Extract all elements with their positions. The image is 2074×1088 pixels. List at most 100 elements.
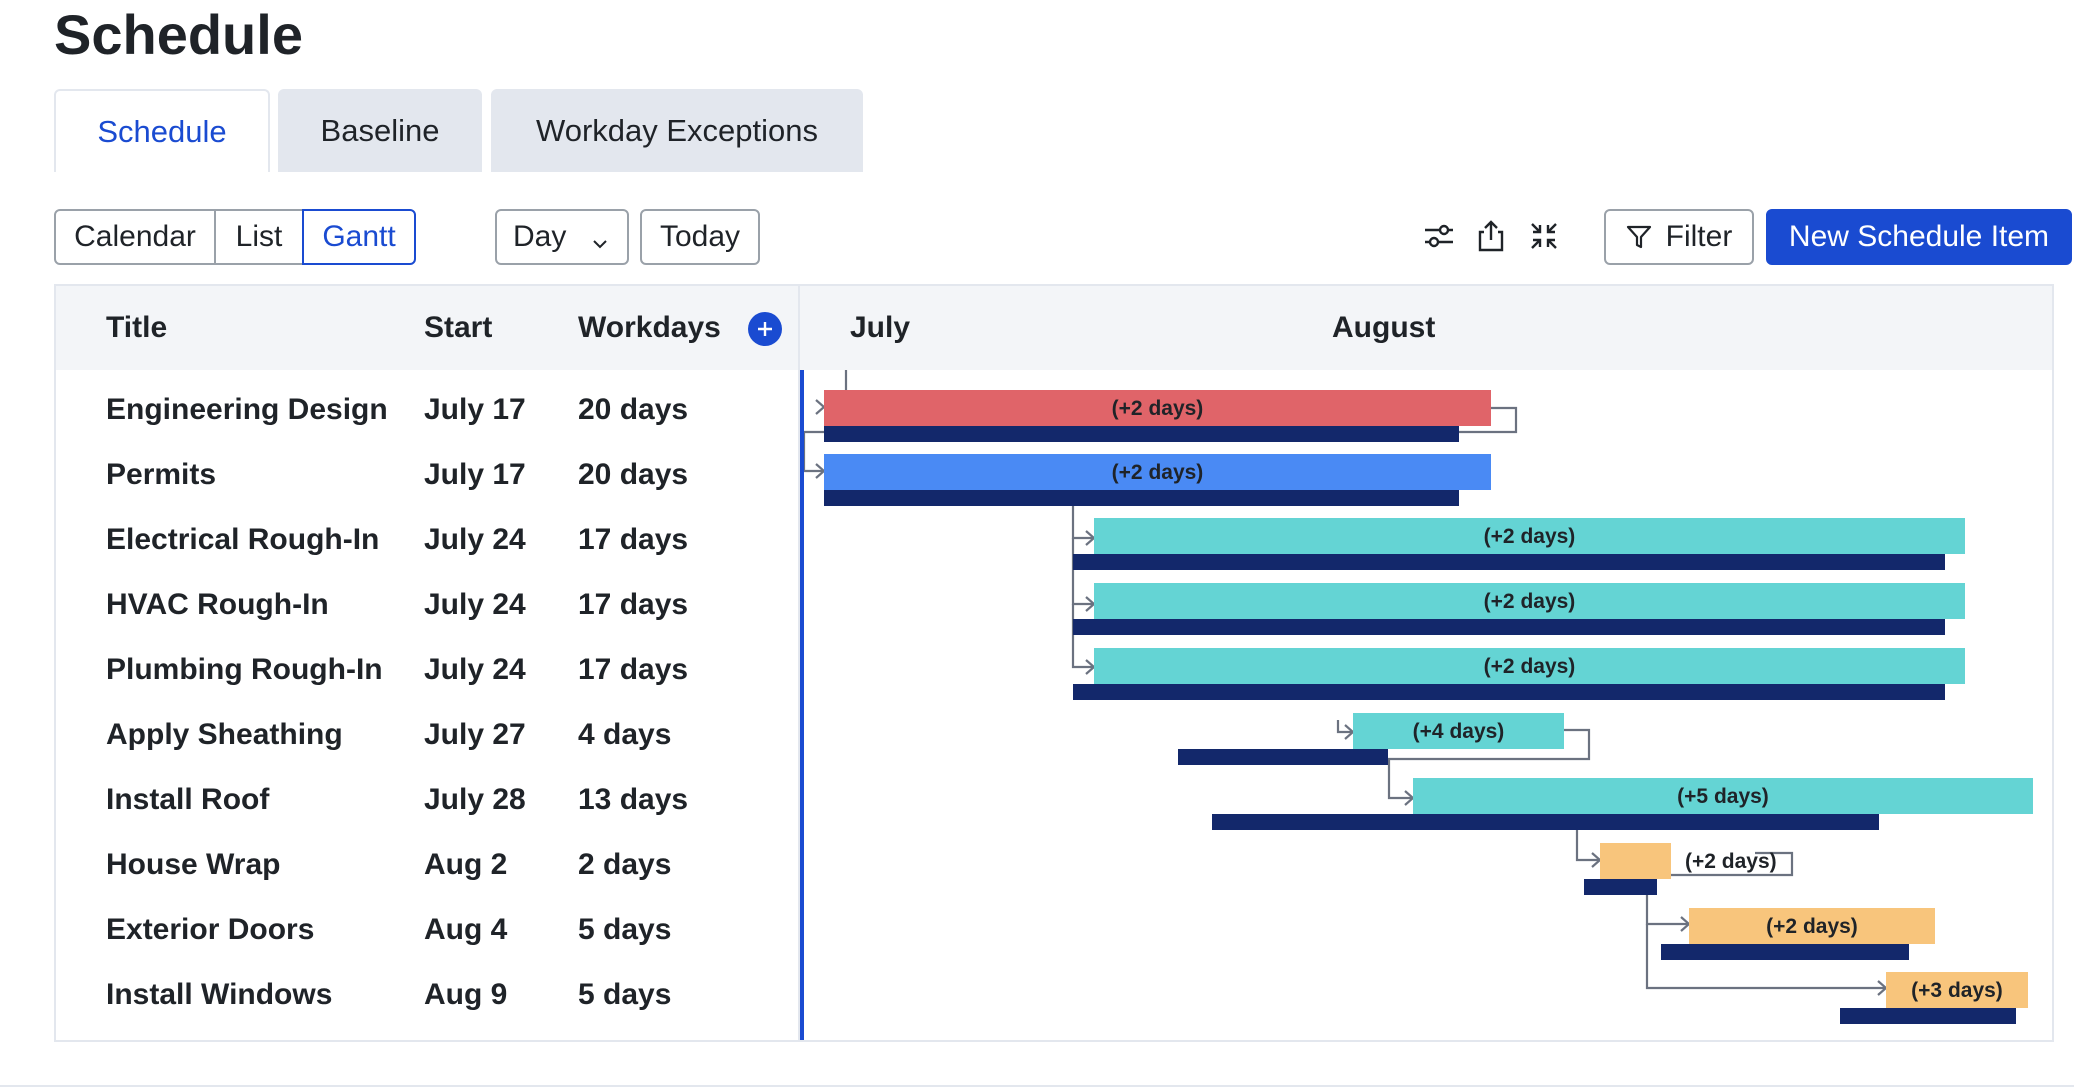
table-row[interactable]: Install Roof July 28 13 days <box>56 767 798 832</box>
table-row[interactable]: Exterior Doors Aug 4 5 days <box>56 897 798 962</box>
bar-delay-label: (+2 days) <box>1484 655 1576 678</box>
row-workdays: 20 days <box>578 457 689 491</box>
row-start: July 24 <box>424 522 526 556</box>
row-title: Plumbing Rough-In <box>106 652 383 686</box>
row-workdays: 13 days <box>578 782 689 816</box>
add-column-button[interactable] <box>748 312 782 346</box>
table-row[interactable]: Plumbing Rough-In July 24 17 days <box>56 637 798 702</box>
column-header-workdays[interactable]: Workdays <box>578 311 721 344</box>
row-workdays: 17 days <box>578 587 689 621</box>
row-workdays: 17 days <box>578 522 689 556</box>
view-gantt-button[interactable]: Gantt <box>302 209 416 265</box>
filter-icon <box>1626 224 1652 250</box>
schedule-bar <box>1413 778 2033 814</box>
zoom-select[interactable]: Day <box>495 209 629 265</box>
baseline-bar <box>1073 619 1945 635</box>
column-header-title[interactable]: Title <box>106 311 168 344</box>
divider <box>0 1085 2074 1087</box>
schedule-grid: Title Start Workdays July August Enginee… <box>54 284 2054 1042</box>
row-workdays: 4 days <box>578 717 672 751</box>
row-start: Aug 9 <box>424 977 508 1011</box>
column-header-start[interactable]: Start <box>424 311 493 344</box>
schedule-bar <box>1094 648 1965 684</box>
baseline-bar <box>824 490 1459 506</box>
row-start: July 17 <box>424 392 526 426</box>
bar-delay-label: (+2 days) <box>1484 590 1576 613</box>
pane-divider[interactable] <box>798 286 800 1040</box>
bar-delay-label: (+2 days) <box>1112 461 1204 484</box>
schedule-bar <box>1094 518 1965 554</box>
collapse-icon[interactable] <box>1522 214 1566 258</box>
new-schedule-item-button[interactable]: New Schedule Item <box>1766 209 2072 265</box>
bar-delay-label: (+3 days) <box>1911 979 2003 1002</box>
filter-button[interactable]: Filter <box>1604 209 1754 265</box>
baseline-bar <box>1840 1008 2016 1024</box>
table-header: Title Start Workdays <box>56 286 798 370</box>
row-workdays: 20 days <box>578 392 689 426</box>
gantt-chart: (+2 days) (+2 days) (+2 days) (+2 days) (+2 … <box>800 370 2033 1040</box>
view-calendar-button[interactable]: Calendar <box>54 209 216 265</box>
row-start: Aug 4 <box>424 912 508 946</box>
row-start: July 24 <box>424 652 526 686</box>
zoom-select-value: Day <box>513 220 567 253</box>
row-title: HVAC Rough-In <box>106 587 329 621</box>
row-workdays: 17 days <box>578 652 689 686</box>
baseline-bar <box>1178 749 1388 765</box>
row-title: Install Roof <box>106 782 270 816</box>
table-row[interactable]: House Wrap Aug 2 2 days <box>56 832 798 897</box>
dependency-link <box>1336 720 1353 734</box>
row-workdays: 5 days <box>578 912 672 946</box>
dependency-link <box>1645 851 1794 926</box>
tab-schedule[interactable]: Schedule <box>54 89 270 172</box>
dependency-link <box>1387 728 1591 800</box>
bar-delay-label: (+2 days) <box>1112 397 1204 420</box>
bar-delay-label: (+2 days) <box>1484 525 1576 548</box>
sliders-icon[interactable] <box>1417 214 1461 258</box>
schedule-bar <box>1689 908 1935 944</box>
schedule-bar <box>1600 843 1671 879</box>
row-title: Engineering Design <box>106 392 388 426</box>
baseline-bar <box>1212 814 1879 830</box>
table-row[interactable]: Install Windows Aug 9 5 days <box>56 962 798 1027</box>
plus-icon <box>758 322 772 336</box>
tab-baseline[interactable]: Baseline <box>278 89 482 172</box>
bar-delay-label: (+4 days) <box>1413 720 1505 743</box>
baseline-bar <box>824 426 1459 442</box>
schedule-bar <box>1886 972 2028 1008</box>
month-label-august: August <box>1332 311 1436 344</box>
baseline-bar <box>1073 684 1945 700</box>
row-title: Apply Sheathing <box>106 717 343 751</box>
schedule-bar <box>824 454 1491 490</box>
row-start: Aug 2 <box>424 847 508 881</box>
dependency-link <box>1071 604 1094 669</box>
schedule-bar <box>824 390 1491 426</box>
today-button[interactable]: Today <box>640 209 760 265</box>
baseline-bar <box>1661 944 1909 960</box>
schedule-bar <box>1353 713 1564 749</box>
row-title: Install Windows <box>106 977 333 1011</box>
tab-workday-exceptions[interactable]: Workday Exceptions <box>491 89 863 172</box>
bar-delay-label: (+2 days) <box>1685 850 1777 873</box>
row-title: Exterior Doors <box>106 912 315 946</box>
baseline-bar <box>1073 554 1945 570</box>
view-list-button[interactable]: List <box>214 209 304 265</box>
row-title: Electrical Rough-In <box>106 522 380 556</box>
table-row[interactable]: HVAC Rough-In July 24 17 days <box>56 572 798 637</box>
bar-delay-label: (+2 days) <box>1766 915 1858 938</box>
row-workdays: 5 days <box>578 977 672 1011</box>
row-start: July 24 <box>424 587 526 621</box>
share-icon[interactable] <box>1469 214 1513 258</box>
table-row[interactable]: Engineering Design July 17 20 days <box>56 377 798 442</box>
row-start: July 28 <box>424 782 526 816</box>
row-start: July 17 <box>424 457 526 491</box>
chevron-down-icon <box>591 227 609 261</box>
table-row[interactable]: Apply Sheathing July 27 4 days <box>56 702 798 767</box>
table-row[interactable]: Electrical Rough-In July 24 17 days <box>56 507 798 572</box>
table-row[interactable]: Permits July 17 20 days <box>56 442 798 507</box>
row-title: House Wrap <box>106 847 281 881</box>
filter-label: Filter <box>1665 220 1733 253</box>
dependency-arrow <box>815 399 826 415</box>
page-title: Schedule <box>54 3 303 66</box>
schedule-bar <box>1094 583 1965 619</box>
view-switcher: Calendar List Gantt <box>54 209 416 265</box>
